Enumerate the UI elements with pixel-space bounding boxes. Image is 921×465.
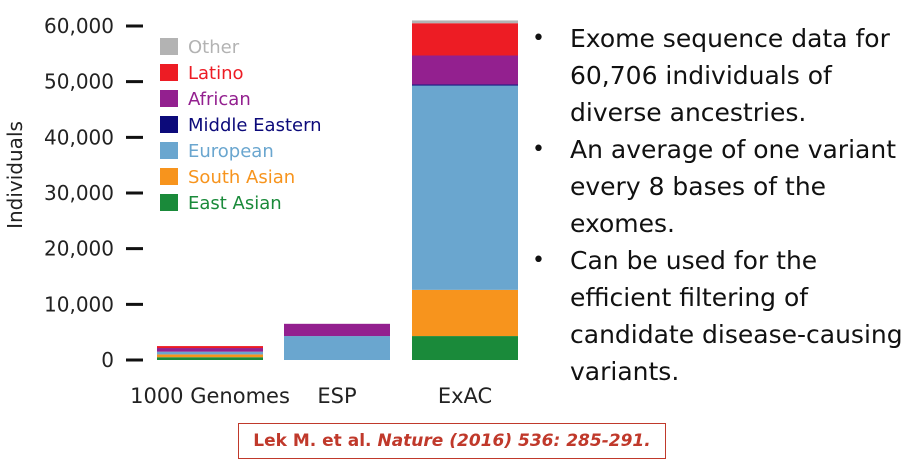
bar-segment	[157, 357, 263, 360]
legend-label: East Asian	[188, 193, 282, 214]
bar-segment	[157, 348, 263, 352]
bullet-item: • Exome sequence data for 60,706 individu…	[528, 20, 918, 131]
citation-box: Lek M. et al. Nature (2016) 536: 285-291…	[238, 423, 666, 459]
legend-label: African	[188, 89, 251, 110]
bar-segment	[412, 336, 518, 360]
bullet-text: Can be used for the efficient filtering …	[570, 246, 903, 386]
stacked-bar-chart: 0 10,000 20,000 30,000 40,000 50,000 60,000 In…	[3, 14, 518, 408]
bar-segment	[412, 55, 518, 85]
legend-swatch	[160, 168, 178, 185]
bar-segment	[412, 84, 518, 86]
bar-segment	[284, 336, 390, 360]
bullet-text: Exome sequence data for 60,706 individua…	[570, 24, 890, 127]
bar-segment	[157, 346, 263, 349]
x-axis-labels: 1000 Genomes ESP ExAC	[130, 384, 492, 408]
legend-label: European	[188, 141, 274, 162]
bar-segment	[157, 354, 263, 358]
bullet-text: An average of one variant every 8 bases …	[570, 135, 897, 238]
y-tick-label: 30,000	[44, 181, 114, 205]
bullet-dot-icon: •	[532, 26, 545, 51]
y-axis-title: Individuals	[3, 121, 27, 229]
bars	[157, 20, 518, 360]
legend-swatch	[160, 194, 178, 211]
y-tick-label: 60,000	[44, 14, 114, 38]
y-tick-label: 50,000	[44, 70, 114, 94]
bullet-dot-icon: •	[532, 248, 545, 273]
bullet-list: • Exome sequence data for 60,706 individu…	[528, 20, 918, 390]
legend-swatch	[160, 142, 178, 159]
legend-label: South Asian	[188, 167, 295, 188]
legend-swatch	[160, 90, 178, 107]
bar-segment	[412, 23, 518, 56]
x-category-label: ExAC	[438, 384, 492, 408]
bullet-item: • Can be used for the efficient filtering…	[528, 242, 918, 390]
y-tick-label: 40,000	[44, 125, 114, 149]
citation-journal: Nature (2016) 536: 285-291.	[377, 431, 651, 451]
bar-segment	[157, 351, 263, 355]
legend-label: Middle Eastern	[188, 115, 322, 136]
x-category-label: ESP	[317, 384, 356, 408]
y-axis: 0 10,000 20,000 30,000 40,000 50,000 60,000	[44, 14, 143, 372]
bar-segment	[412, 20, 518, 24]
y-tick-label: 20,000	[44, 237, 114, 261]
y-tick-label: 0	[101, 348, 114, 372]
legend-swatch	[160, 64, 178, 81]
legend-label: Latino	[188, 63, 244, 84]
y-tick-label: 10,000	[44, 292, 114, 316]
legend-label: Other	[188, 37, 240, 58]
bar-segment	[412, 85, 518, 290]
citation-authors: Lek M. et al.	[253, 431, 372, 451]
legend: Other Latino African Middle Eastern European…	[160, 37, 322, 214]
x-category-label: 1000 Genomes	[130, 384, 290, 408]
bullet-item: • An average of one variant every 8 bases…	[528, 131, 918, 242]
bar-segment	[412, 289, 518, 337]
bar-segment	[284, 323, 390, 337]
bullet-dot-icon: •	[532, 137, 545, 162]
legend-swatch	[160, 38, 178, 55]
legend-swatch	[160, 116, 178, 133]
